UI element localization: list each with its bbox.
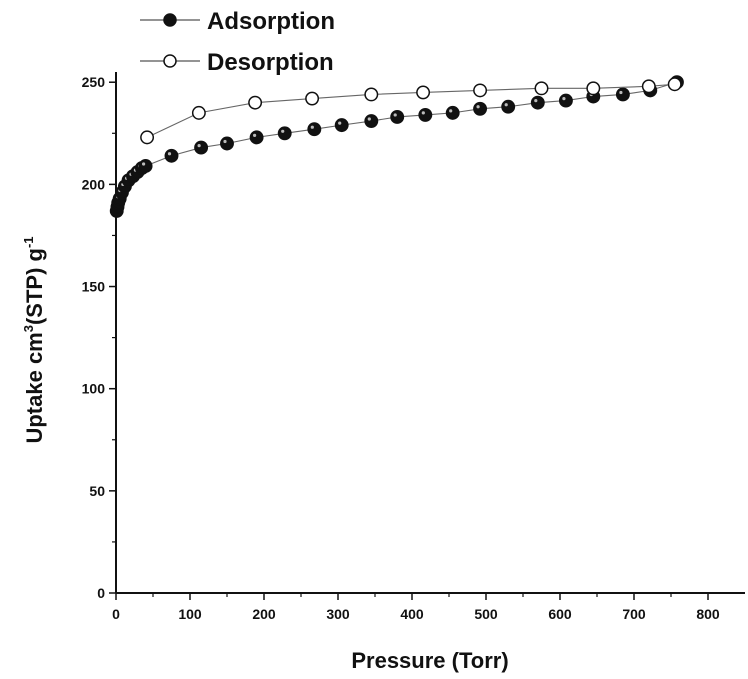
data-point-highlight	[197, 143, 201, 148]
data-point-desorption	[641, 79, 656, 94]
data-point-desorption	[364, 87, 379, 102]
legend-label-adsorption: Adsorption	[207, 8, 335, 35]
data-point-desorption	[473, 83, 488, 98]
y-axis-title-part: (STP) g	[22, 248, 47, 325]
data-point-highlight	[534, 99, 538, 103]
data-point-desorption	[248, 95, 263, 110]
data-point-highlight	[167, 152, 172, 156]
y-axis-title-part: Uptake cm	[22, 332, 47, 443]
data-point-adsorption	[194, 140, 209, 155]
data-point-desorption	[140, 130, 155, 145]
data-point-desorption	[667, 77, 682, 92]
y-axis-title: Uptake cm3(STP) g-1	[21, 236, 47, 443]
data-point-highlight	[223, 139, 227, 144]
data-point-adsorption	[530, 95, 545, 110]
y-tick-label: 200	[82, 176, 106, 192]
data-point-desorption	[534, 81, 549, 96]
legend-item-desorption: Desorption	[140, 49, 334, 76]
data-point-adsorption	[249, 130, 264, 145]
data-point-highlight	[449, 109, 453, 113]
y-axis-title-sup: 3	[21, 325, 36, 332]
data-point-adsorption	[558, 93, 573, 108]
data-point-adsorption	[277, 126, 292, 141]
data-point-highlight	[338, 121, 342, 125]
data-point-highlight	[310, 125, 314, 129]
data-point-highlight	[562, 97, 566, 101]
x-axis-title: Pressure (Torr)	[351, 648, 508, 673]
data-point-highlight	[393, 113, 397, 117]
data-point-adsorption	[334, 118, 349, 133]
data-point-highlight	[367, 117, 371, 121]
data-point-adsorption	[138, 159, 153, 173]
data-point-adsorption	[307, 122, 322, 137]
x-tick-label: 800	[696, 606, 720, 622]
data-point-adsorption	[390, 109, 405, 124]
data-point-highlight	[281, 129, 285, 133]
data-point-highlight	[142, 162, 146, 166]
x-tick-label: 200	[252, 606, 276, 622]
data-point-adsorption	[164, 148, 179, 163]
y-tick-label: 0	[97, 585, 105, 601]
data-point-desorption	[191, 105, 206, 120]
data-point-desorption	[586, 81, 601, 96]
data-point-highlight	[504, 103, 508, 107]
y-tick-label: 100	[82, 381, 106, 397]
legend-marker-adsorption	[163, 13, 177, 27]
data-point-desorption	[416, 85, 431, 100]
legend: Adsorption Desorption	[140, 8, 335, 76]
data-point-highlight	[476, 105, 480, 109]
data-point-adsorption	[615, 87, 630, 102]
data-point-adsorption	[220, 136, 234, 151]
x-tick-label: 300	[326, 606, 350, 622]
x-tick-label: 0	[112, 606, 120, 622]
y-tick-label: 50	[89, 483, 105, 499]
data-point-highlight	[253, 133, 257, 137]
x-tick-label: 600	[548, 606, 572, 622]
data-point-adsorption	[364, 114, 379, 128]
x-tick-label: 500	[474, 606, 498, 622]
y-tick-label: 250	[82, 74, 106, 90]
x-tick-label: 400	[400, 606, 424, 622]
data-point-adsorption	[473, 101, 488, 116]
data-point-highlight	[619, 90, 623, 95]
data-point-adsorption	[418, 107, 433, 122]
legend-label-desorption: Desorption	[207, 49, 334, 76]
data-point-adsorption	[501, 99, 516, 114]
legend-marker-desorption	[163, 54, 177, 68]
x-tick-label: 700	[622, 606, 646, 622]
data-point-desorption	[305, 91, 320, 106]
y-axis-title-sup: -1	[21, 236, 36, 248]
y-tick-label: 150	[82, 279, 106, 295]
data-point-highlight	[421, 111, 425, 115]
legend-item-adsorption: Adsorption	[140, 8, 335, 35]
data-point-adsorption	[445, 105, 460, 120]
x-tick-label: 100	[178, 606, 202, 622]
